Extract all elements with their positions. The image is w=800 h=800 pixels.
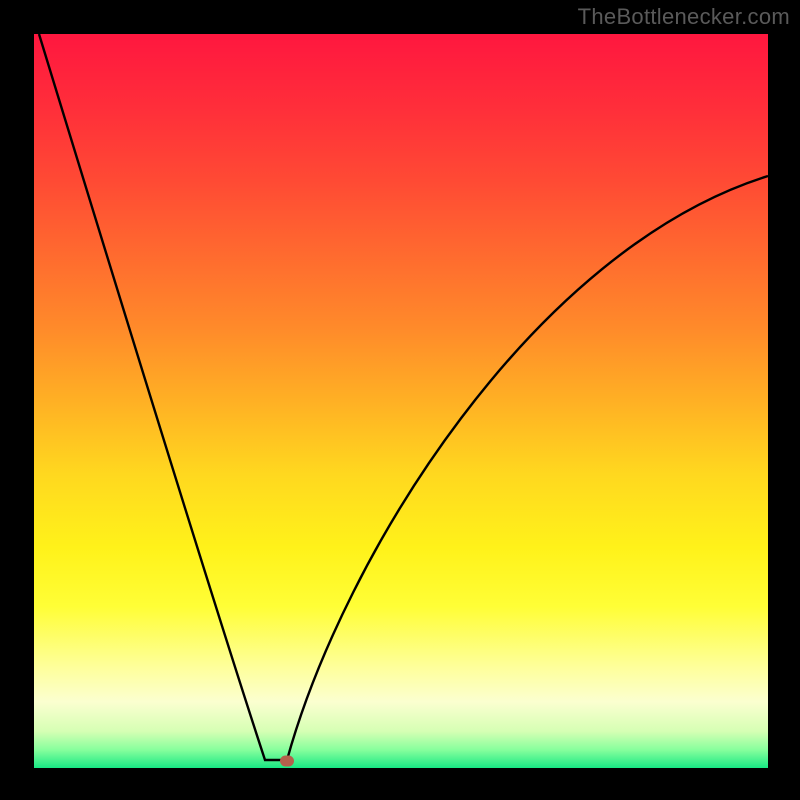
optimal-point-marker — [280, 756, 294, 767]
curve-path — [39, 34, 768, 760]
bottleneck-curve — [34, 34, 768, 768]
plot-area — [34, 34, 768, 768]
watermark-text: TheBottlenecker.com — [578, 4, 790, 30]
